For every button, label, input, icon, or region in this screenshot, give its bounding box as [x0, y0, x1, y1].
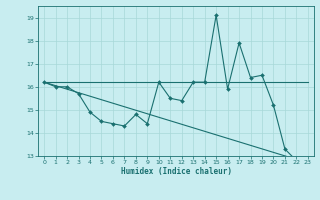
X-axis label: Humidex (Indice chaleur): Humidex (Indice chaleur) [121, 167, 231, 176]
